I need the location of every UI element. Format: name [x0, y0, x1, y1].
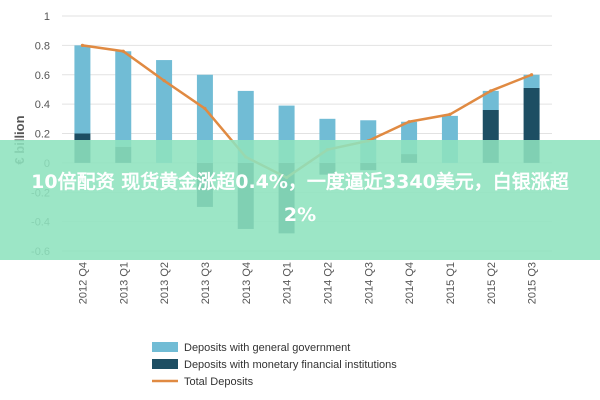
total-deposits-point: [529, 73, 534, 77]
legend-label: Deposits with general government: [184, 342, 350, 354]
x-tick-label: 2015 Q2: [486, 262, 498, 304]
legend-swatch: [152, 342, 178, 352]
legend-label: Total Deposits: [184, 376, 254, 388]
total-deposits-point: [407, 120, 411, 124]
total-deposits-point: [448, 112, 452, 117]
total-deposits-point: [80, 43, 85, 47]
legend: Deposits with general government Deposits…: [152, 342, 397, 388]
total-deposits-point: [121, 49, 125, 53]
y-tick-label: 0.8: [35, 40, 50, 52]
bar-general-government: [482, 90, 499, 110]
x-tick-label: 2013 Q4: [241, 262, 253, 304]
x-tick-label: 2014 Q1: [282, 262, 294, 304]
x-tick-label: 2013 Q2: [159, 262, 171, 304]
x-tick-label: 2012 Q4: [77, 262, 89, 304]
x-tick-label: 2013 Q3: [200, 262, 212, 304]
headline-banner: 10倍配资 现货黄金涨超0.4%，一度逼近3340美元，白银涨超2%: [0, 140, 600, 260]
x-tick-label: 2013 Q1: [118, 262, 130, 304]
x-tick-label: 2015 Q3: [527, 262, 539, 304]
y-tick-label: 0.6: [35, 70, 50, 82]
bar-general-government: [115, 51, 132, 147]
y-tick-label: 1: [44, 11, 50, 23]
y-tick-label: 0.4: [35, 99, 50, 111]
total-deposits-point: [162, 79, 166, 83]
bar-general-government: [156, 60, 173, 163]
headline: 10倍配资 现货黄金涨超0.4%，一度逼近3340美元，白银涨超2%: [31, 171, 569, 226]
bar-general-government: [74, 45, 91, 134]
bar-general-government: [523, 74, 540, 88]
legend-label: Deposits with monetary financial institu…: [184, 359, 397, 371]
x-tick-label: 2015 Q1: [445, 262, 457, 304]
x-tick-label: 2014 Q2: [322, 262, 334, 304]
legend-swatch: [152, 359, 178, 369]
x-tick-label: 2014 Q4: [404, 262, 416, 304]
total-deposits-point: [203, 106, 207, 111]
y-tick-label: 0.2: [35, 129, 50, 141]
x-tick-labels: 2012 Q4 2013 Q1 2013 Q2 2013 Q3 2013 Q4 2014 …: [77, 262, 538, 304]
total-deposits-point: [489, 89, 493, 93]
x-tick-label: 2014 Q3: [363, 262, 375, 304]
